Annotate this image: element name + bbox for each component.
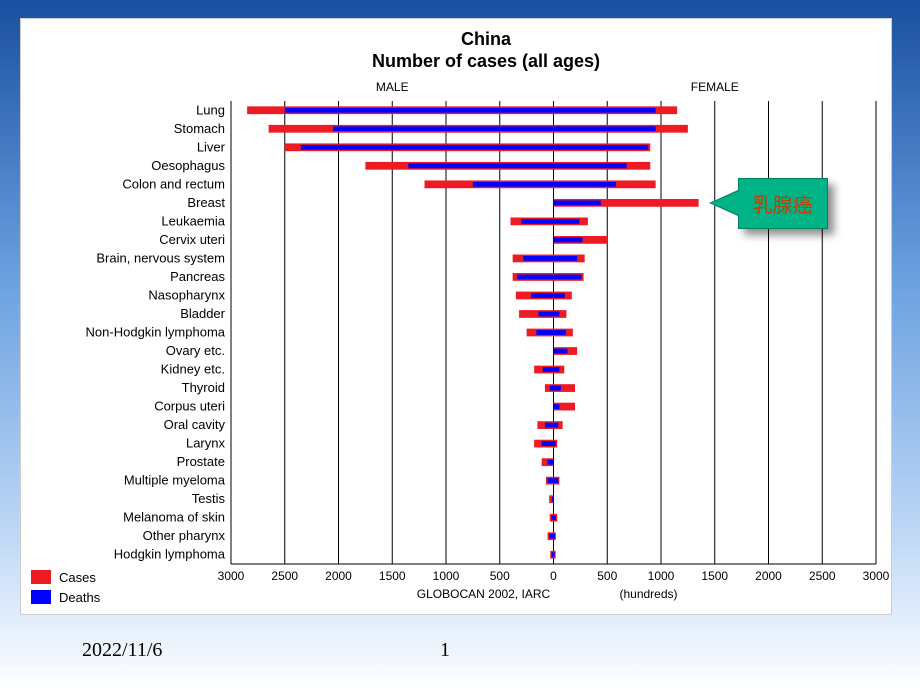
svg-text:Prostate: Prostate xyxy=(177,454,225,469)
svg-text:2500: 2500 xyxy=(271,569,298,583)
svg-text:Hodgkin lymphoma: Hodgkin lymphoma xyxy=(114,547,226,562)
svg-text:1000: 1000 xyxy=(648,569,675,583)
svg-text:GLOBOCAN 2002, IARC: GLOBOCAN 2002, IARC xyxy=(417,587,551,601)
svg-text:Bladder: Bladder xyxy=(180,306,225,321)
slide-root: ChinaNumber of cases (all ages) MALE FEMAL… xyxy=(0,0,920,690)
footer-date: 2022/11/6 xyxy=(82,639,162,662)
svg-text:1500: 1500 xyxy=(701,569,728,583)
svg-text:500: 500 xyxy=(490,569,510,583)
svg-text:0: 0 xyxy=(550,569,557,583)
svg-text:Larynx: Larynx xyxy=(186,436,226,451)
svg-text:FEMALE: FEMALE xyxy=(691,80,739,94)
svg-text:Multiple myeloma: Multiple myeloma xyxy=(124,473,226,488)
breast-cancer-callout: 乳腺癌 xyxy=(738,178,828,229)
svg-text:(hundreds): (hundreds) xyxy=(619,587,677,601)
chart-container: ChinaNumber of cases (all ages) MALE FEMAL… xyxy=(20,18,892,615)
svg-text:Nasopharynx: Nasopharynx xyxy=(148,287,225,302)
svg-text:Cervix uteri: Cervix uteri xyxy=(159,232,225,247)
svg-text:1500: 1500 xyxy=(379,569,406,583)
svg-text:2500: 2500 xyxy=(809,569,836,583)
svg-text:Colon and rectum: Colon and rectum xyxy=(122,176,225,191)
callout-label: 乳腺癌 xyxy=(753,195,813,217)
svg-text:Lung: Lung xyxy=(196,102,225,117)
svg-text:Cases: Cases xyxy=(59,570,96,585)
svg-text:2000: 2000 xyxy=(755,569,782,583)
svg-text:Liver: Liver xyxy=(197,139,226,154)
svg-text:Stomach: Stomach xyxy=(174,121,225,136)
svg-text:Deaths: Deaths xyxy=(59,590,101,605)
svg-text:3000: 3000 xyxy=(863,569,890,583)
svg-text:Leukaemia: Leukaemia xyxy=(161,213,225,228)
svg-text:Other pharynx: Other pharynx xyxy=(143,528,226,543)
svg-text:Non-Hodgkin lymphoma: Non-Hodgkin lymphoma xyxy=(86,325,226,340)
svg-text:Breast: Breast xyxy=(187,195,225,210)
svg-text:Number of cases (all ages): Number of cases (all ages) xyxy=(372,51,600,71)
svg-text:3000: 3000 xyxy=(218,569,245,583)
svg-text:Thyroid: Thyroid xyxy=(182,380,225,395)
svg-text:Testis: Testis xyxy=(192,491,226,506)
svg-text:Ovary etc.: Ovary etc. xyxy=(166,343,225,358)
svg-text:China: China xyxy=(461,29,512,49)
svg-text:Melanoma of skin: Melanoma of skin xyxy=(123,510,225,525)
svg-text:MALE: MALE xyxy=(376,80,409,94)
svg-text:Kidney etc.: Kidney etc. xyxy=(161,362,225,377)
svg-text:500: 500 xyxy=(597,569,617,583)
footer-page-number: 1 xyxy=(440,639,450,662)
svg-text:Pancreas: Pancreas xyxy=(170,269,225,284)
svg-text:Brain, nervous system: Brain, nervous system xyxy=(96,250,225,265)
svg-text:2000: 2000 xyxy=(325,569,352,583)
svg-text:Oral cavity: Oral cavity xyxy=(164,417,226,432)
pyramid-chart-svg: ChinaNumber of cases (all ages) MALE FEMAL… xyxy=(21,19,891,614)
svg-text:Corpus uteri: Corpus uteri xyxy=(154,399,225,414)
svg-text:Oesophagus: Oesophagus xyxy=(151,158,225,173)
svg-text:1000: 1000 xyxy=(433,569,460,583)
